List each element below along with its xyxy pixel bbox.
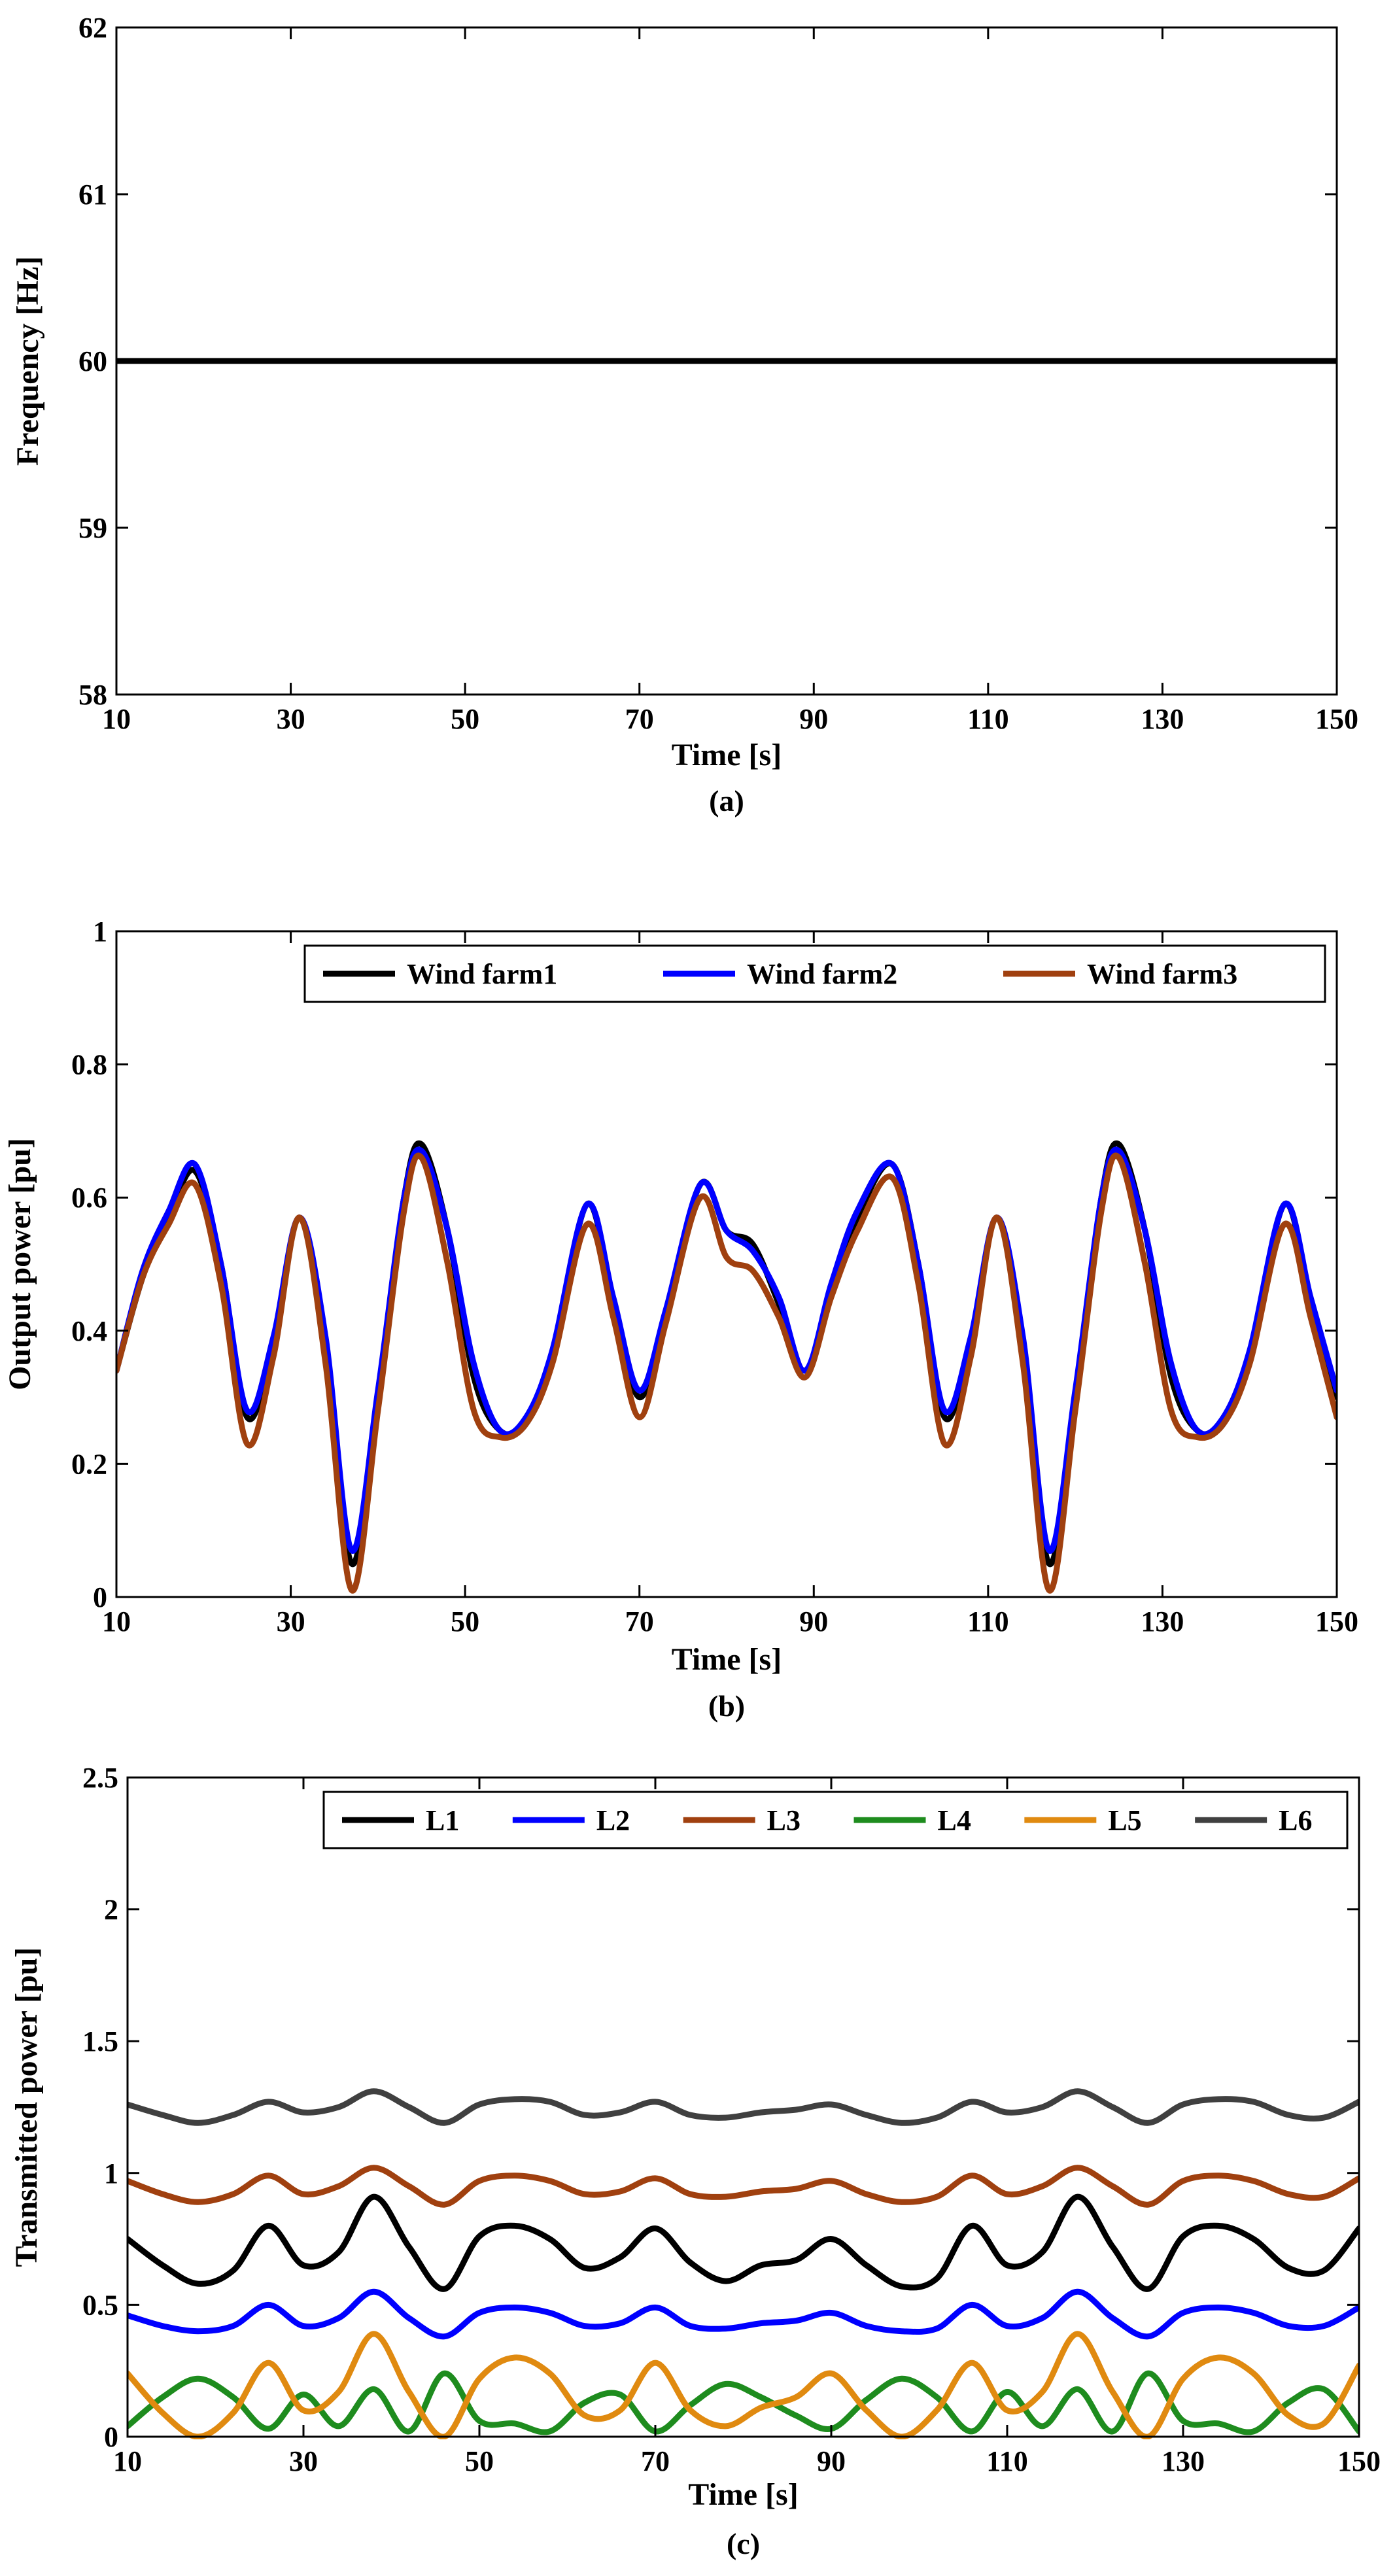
- x-tick-label: 90: [799, 703, 828, 735]
- x-tick-label: 70: [625, 1606, 654, 1638]
- series-line-l1: [128, 2193, 1359, 2292]
- legend: L1 L2 L3 L4 L5 L6: [322, 1791, 1349, 1849]
- panel-b-output-power: 10 30 50 70 90 110 130 150 0 0.2 0.4 0.6 0.8 1 Time [s…: [3, 916, 1358, 1723]
- x-tick-label: 130: [1141, 1606, 1184, 1638]
- y-tick-label: 1.5: [82, 2025, 118, 2057]
- y-tick-label: 0.4: [71, 1315, 107, 1347]
- series-line-wind-farm3: [116, 1152, 1337, 1594]
- x-axis-label: Time [s]: [688, 2477, 798, 2512]
- legend-label: Wind farm2: [747, 958, 897, 990]
- y-tick-label: 0: [104, 2421, 118, 2453]
- y-tick-label: 2: [104, 1894, 118, 1926]
- x-tick-label: 70: [641, 2445, 670, 2477]
- series-group: [116, 1140, 1337, 1594]
- x-tick-label: 30: [289, 2445, 318, 2477]
- x-tick-label: 10: [113, 2445, 142, 2477]
- x-tick-label: 150: [1315, 1606, 1358, 1638]
- x-tick-label: 10: [102, 703, 131, 735]
- x-tick-label: 110: [967, 1606, 1009, 1638]
- panel-label: (a): [709, 784, 744, 817]
- legend-box: [303, 944, 1326, 1003]
- x-tick-label: 70: [625, 703, 654, 735]
- x-tick-label: 150: [1315, 703, 1358, 735]
- y-axis-label: Transmitted power [pu]: [9, 1948, 44, 2267]
- y-tick-label: 0.2: [71, 1448, 107, 1480]
- x-tick-label: 130: [1162, 2445, 1205, 2477]
- y-tick-label: 1: [104, 2157, 118, 2190]
- legend-label: Wind farm3: [1087, 958, 1237, 990]
- plot-frame: [126, 1776, 1360, 2438]
- series-line-l4: [128, 2370, 1359, 2435]
- x-tick-label: 30: [277, 703, 305, 735]
- y-tick-label: 59: [78, 512, 107, 544]
- y-tick-label: 60: [78, 345, 107, 377]
- x-tick-label: 50: [465, 2445, 494, 2477]
- y-tick-label: 0.6: [71, 1182, 107, 1214]
- x-tick-label: 130: [1141, 703, 1184, 735]
- legend-label: L3: [767, 1804, 801, 1836]
- x-tick-label: 110: [986, 2445, 1028, 2477]
- series-line-l6: [128, 2088, 1359, 2126]
- x-tick-label: 10: [102, 1606, 131, 1638]
- x-tick-label: 90: [817, 2445, 846, 2477]
- x-tick-label: 110: [967, 703, 1009, 735]
- legend-box: [322, 1791, 1349, 1849]
- legend: Wind farm1 Wind farm2 Wind farm3: [303, 944, 1326, 1003]
- x-axis-label: Time [s]: [672, 1642, 782, 1677]
- panel-a-frequency: 10 30 50 70 90 110 130 150 58 59 60 61 62 Time [s] Fre…: [10, 12, 1358, 817]
- y-tick-label: 61: [78, 179, 107, 211]
- y-axis-label: Output power [pu]: [3, 1138, 37, 1390]
- y-tick-label: 0.8: [71, 1049, 107, 1081]
- legend-label: Wind farm1: [407, 958, 557, 990]
- panel-c-transmitted-power: 10 30 50 70 90 110 130 150 0 0.5 1 1.5 2 2.5 Time [s] T…: [9, 1762, 1381, 2560]
- legend-label: L5: [1108, 1804, 1141, 1836]
- legend-label: L6: [1279, 1804, 1312, 1836]
- panel-label: (b): [708, 1689, 745, 1723]
- plot-frame: [115, 930, 1338, 1598]
- series-group: [128, 2088, 1359, 2439]
- y-tick-label: 2.5: [82, 1762, 118, 1794]
- x-tick-label: 50: [451, 703, 479, 735]
- x-tick-label: 30: [277, 1606, 305, 1638]
- series-line-l2: [128, 2288, 1359, 2340]
- x-tick-label: 50: [451, 1606, 479, 1638]
- y-tick-label: 0.5: [82, 2289, 118, 2321]
- series-line-l3: [128, 2165, 1359, 2208]
- y-axis-label: Frequency [Hz]: [10, 256, 45, 466]
- y-tick-label: 62: [78, 12, 107, 44]
- legend-label: L4: [938, 1804, 971, 1836]
- y-tick-label: 0: [93, 1581, 107, 1613]
- x-axis-label: Time [s]: [672, 738, 782, 772]
- y-tick-label: 58: [78, 679, 107, 711]
- y-tick-label: 1: [93, 916, 107, 948]
- panel-label: (c): [727, 2527, 760, 2560]
- legend-label: L2: [596, 1804, 630, 1836]
- x-tick-label: 150: [1337, 2445, 1381, 2477]
- legend-label: L1: [426, 1804, 459, 1836]
- x-tick-label: 90: [799, 1606, 828, 1638]
